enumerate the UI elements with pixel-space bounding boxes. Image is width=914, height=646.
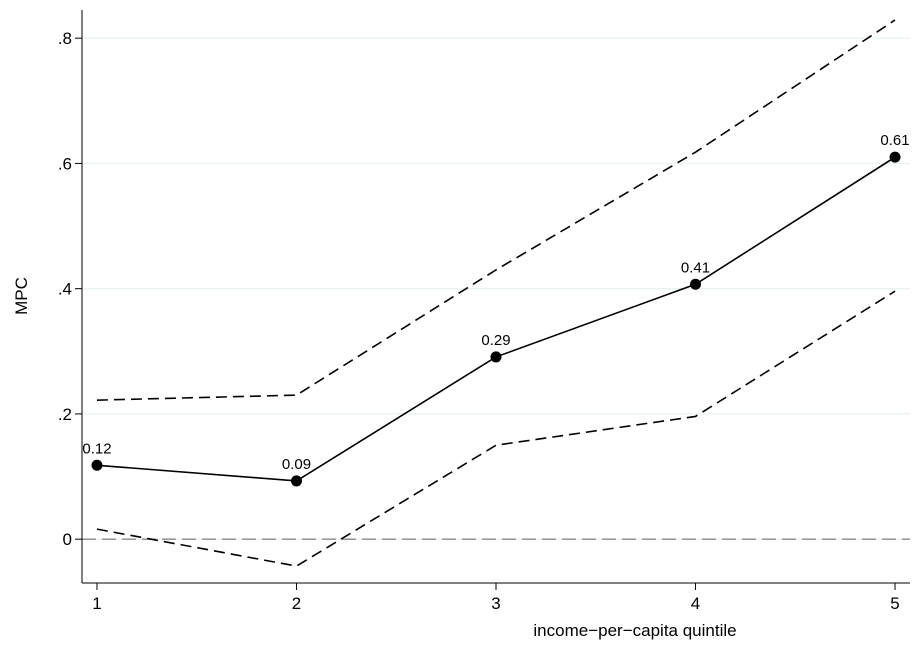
series-line: [96, 290, 896, 567]
x-tick-label: 2: [292, 594, 301, 613]
x-tick-label: 1: [92, 594, 101, 613]
x-tick-label: 4: [691, 594, 700, 613]
series-line: [96, 19, 896, 401]
x-tick-label: 3: [491, 594, 500, 613]
y-axis-label: MPC: [12, 277, 31, 315]
point: [490, 351, 502, 363]
x-tick-label: 5: [890, 594, 899, 613]
point: [690, 278, 702, 290]
y-tick-label: .2: [58, 405, 72, 424]
data-label: 0.61: [880, 132, 909, 149]
point: [889, 151, 901, 163]
y-tick-label: .8: [58, 29, 72, 48]
series-line: [96, 156, 896, 482]
data-label: 0.12: [82, 440, 111, 457]
data-label: 0.41: [681, 259, 710, 276]
y-tick-label: .4: [58, 280, 72, 299]
y-tick-label: .6: [58, 154, 72, 173]
point: [91, 459, 103, 471]
y-tick-label: 0: [63, 530, 72, 549]
data-label: 0.09: [282, 456, 311, 473]
point: [290, 475, 302, 487]
data-label: 0.29: [481, 332, 510, 349]
x-axis-label: income−per−capita quintile: [533, 621, 736, 640]
